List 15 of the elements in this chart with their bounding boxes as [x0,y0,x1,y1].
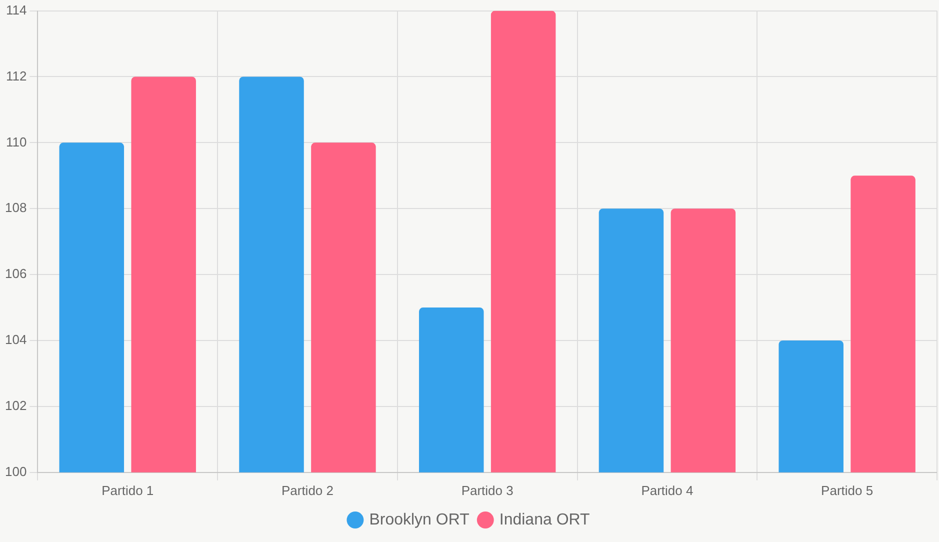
y-tick-label: 100 [4,464,27,479]
x-tick-label: Partido 1 [102,482,154,498]
legend-label: Brooklyn ORT [369,511,470,528]
y-tick-label: 102 [4,398,27,414]
y-tick-label: 106 [4,266,27,282]
x-tick-label: Partido 2 [281,482,334,498]
x-tick-label: Partido 4 [641,482,694,498]
x-tick-label: Partido 5 [821,482,874,498]
y-tick-label: 110 [6,134,27,150]
legend-label: Indiana ORT [499,511,590,528]
y-tick-label: 114 [6,2,27,18]
y-tick-label: 112 [6,68,27,84]
y-tick-label: 108 [4,200,27,216]
x-tick-label: Partido 3 [461,482,514,498]
y-tick-label: 104 [4,332,27,348]
